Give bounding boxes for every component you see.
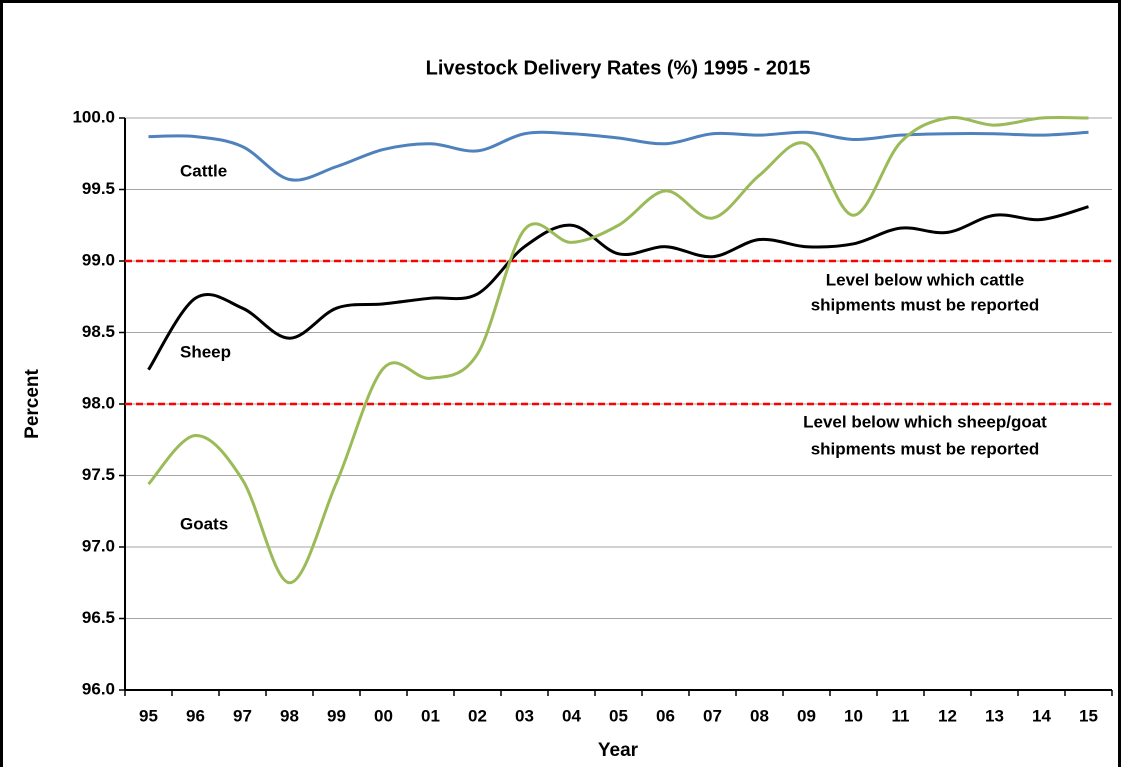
x-tick-label: 97 <box>233 706 252 725</box>
x-tick-label: 13 <box>985 706 1004 725</box>
x-tick-label: 14 <box>1032 706 1051 725</box>
y-tick-label: 100.0 <box>72 107 115 126</box>
y-tick-label: 98.5 <box>82 322 115 341</box>
series-label: Sheep <box>180 342 231 361</box>
y-tick-label: 96.0 <box>82 679 115 698</box>
x-tick-label: 12 <box>938 706 957 725</box>
chart-title: Livestock Delivery Rates (%) 1995 - 2015 <box>426 57 811 79</box>
reference-annotation: shipments must be reported <box>811 439 1040 458</box>
y-tick-label: 99.0 <box>82 250 115 269</box>
x-tick-label: 11 <box>892 706 910 725</box>
x-tick-label: 15 <box>1079 706 1098 725</box>
y-tick-label: 96.5 <box>82 608 115 627</box>
x-tick-label: 04 <box>562 706 581 725</box>
x-tick-label: 02 <box>468 706 487 725</box>
x-tick-label: 10 <box>844 706 863 725</box>
reference-annotation: Level below which sheep/goat <box>803 412 1047 431</box>
series-label: Goats <box>180 514 228 533</box>
reference-annotation: Level below which cattle <box>826 270 1024 289</box>
series-label: Cattle <box>180 161 227 180</box>
y-axis-label: Percent <box>22 368 43 438</box>
x-tick-label: 09 <box>797 706 816 725</box>
x-tick-label: 05 <box>609 706 628 725</box>
series-line <box>148 130 1089 182</box>
y-tick-label: 97.5 <box>82 465 115 484</box>
x-tick-label: 95 <box>139 706 158 725</box>
x-tick-label: 00 <box>374 706 393 725</box>
x-tick-label: 99 <box>327 706 346 725</box>
y-tick-label: 97.0 <box>82 536 115 555</box>
x-tick-label: 98 <box>280 706 299 725</box>
y-tick-label: 99.5 <box>82 179 115 198</box>
series-line <box>147 205 1089 371</box>
x-tick-label: 03 <box>515 706 534 725</box>
x-tick-label: 01 <box>421 706 440 725</box>
x-axis-label: Year <box>598 740 639 761</box>
x-tick-label: 96 <box>186 706 205 725</box>
reference-annotation: shipments must be reported <box>811 295 1040 314</box>
series-line <box>147 115 1089 585</box>
x-tick-label: 07 <box>703 706 722 725</box>
y-tick-label: 98.0 <box>82 393 115 412</box>
x-tick-label: 08 <box>750 706 769 725</box>
x-tick-label: 06 <box>656 706 675 725</box>
